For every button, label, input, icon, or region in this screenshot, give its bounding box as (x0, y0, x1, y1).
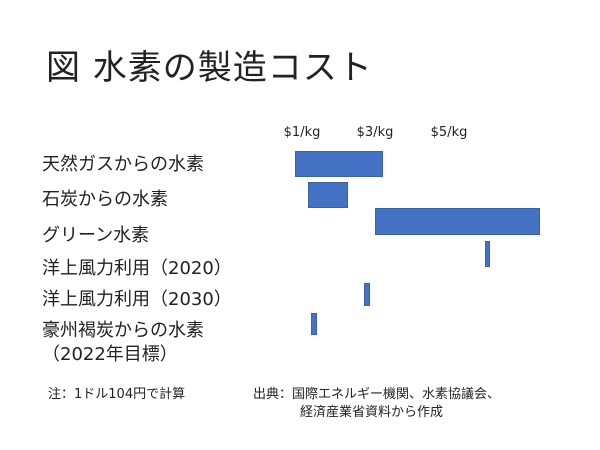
category-label: 洋上風力利用（2020） (42, 258, 232, 279)
range-bar (484, 241, 491, 267)
x-tick-label: $3/kg (356, 125, 394, 140)
category-label: 石炭からの水素 (42, 189, 168, 210)
x-tick-label: $1/kg (283, 125, 321, 140)
range-bar (295, 151, 383, 177)
x-tick-label: $5/kg (430, 125, 468, 140)
range-bar (311, 313, 317, 335)
category-label: 天然ガスからの水素 (42, 154, 204, 175)
range-bar (375, 208, 540, 235)
category-label: 豪州褐炭からの水素 (42, 320, 204, 341)
category-label: グリーン水素 (42, 225, 150, 246)
slide-title: 図 水素の製造コスト (46, 48, 373, 88)
source-line-2: 経済産業省資料から作成 (300, 405, 444, 420)
range-bar (364, 283, 370, 306)
category-label: 洋上風力利用（2030） (42, 289, 232, 310)
source-line-1: 出典：国際エネルギー機関、水素協議会、 (253, 387, 501, 402)
category-label: （2022年目標） (42, 344, 178, 365)
footnote: 注：1ドル104円で計算 (48, 387, 186, 402)
range-bar (307, 182, 348, 208)
